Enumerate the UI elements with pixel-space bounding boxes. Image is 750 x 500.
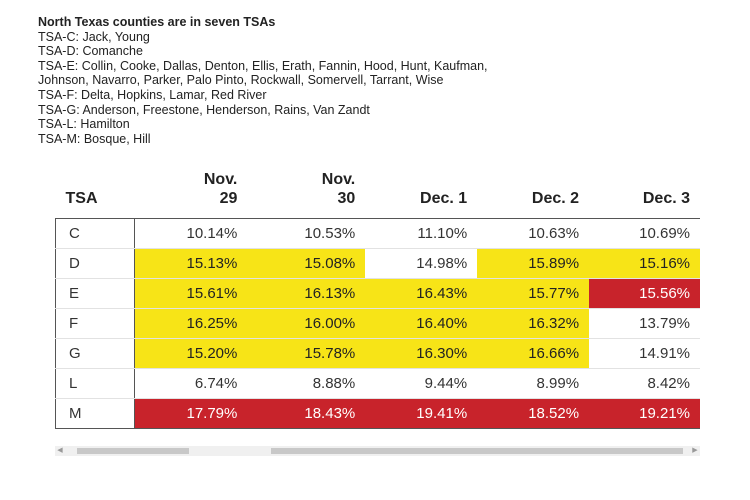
notes-line: TSA-E: Collin, Cooke, Dallas, Denton, El…: [38, 58, 488, 73]
notes-line: TSA-G: Anderson, Freestone, Henderson, R…: [38, 102, 370, 117]
header-row: TSA Nov. 29 Nov. 30 Dec. 1 Dec. 2 Dec. 3: [56, 170, 701, 219]
table-cell: 16.00%: [247, 308, 366, 339]
column-header-tsa: TSA: [65, 190, 98, 207]
table-cell: 16.30%: [365, 338, 478, 369]
tsa-table: TSA Nov. 29 Nov. 30 Dec. 1 Dec. 2 Dec. 3 C…: [55, 170, 700, 429]
table-cell: 14.98%: [365, 248, 478, 279]
table-row: C 10.14% 10.53% 11.10% 10.63% 10.69%: [55, 218, 700, 249]
notes-heading: North Texas counties are in seven TSAs: [38, 15, 276, 29]
row-tsa-label: E: [55, 278, 135, 309]
arrow-right-icon[interactable]: ▶: [692, 447, 698, 454]
table-cell: 15.16%: [589, 248, 700, 279]
table-cell: 19.21%: [589, 398, 700, 429]
scrollbar-track-segment[interactable]: [77, 448, 189, 454]
table-cell: 11.10%: [365, 218, 478, 249]
table-cell: 15.56%: [589, 278, 700, 309]
table-cell: 15.08%: [247, 248, 366, 279]
table-cell: 16.25%: [134, 308, 248, 339]
tsa-notes: North Texas counties are in seven TSAs T…: [38, 15, 488, 146]
notes-line: TSA-M: Bosque, Hill: [38, 131, 151, 146]
table-cell: 10.14%: [134, 218, 248, 249]
column-header-nov-29: Nov. 29: [203, 171, 238, 207]
table-cell: 18.43%: [247, 398, 366, 429]
table-cell: 10.53%: [247, 218, 366, 249]
table-row: L 6.74% 8.88% 9.44% 8.99% 8.42%: [55, 368, 700, 399]
table-cell: 15.61%: [134, 278, 248, 309]
table-row: F 16.25% 16.00% 16.40% 16.32% 13.79%: [55, 308, 700, 339]
column-header-dec-2: Dec. 2: [531, 190, 580, 207]
table-cell: 15.20%: [134, 338, 248, 369]
table-cell: 14.91%: [589, 338, 700, 369]
table-cell: 15.77%: [477, 278, 590, 309]
column-header-dec-1: Dec. 1: [420, 190, 468, 207]
table-cell: 17.79%: [134, 398, 248, 429]
table-cell: 15.13%: [134, 248, 248, 279]
table-body: C 10.14% 10.53% 11.10% 10.63% 10.69% D 15.13% 15…: [55, 218, 700, 429]
table-cell: 10.69%: [589, 218, 700, 249]
row-tsa-label: L: [55, 368, 135, 399]
table-cell: 16.40%: [365, 308, 478, 339]
table-row: G 15.20% 15.78% 16.30% 16.66% 14.91%: [55, 338, 700, 369]
table-cell: 13.79%: [589, 308, 700, 339]
row-tsa-label: G: [55, 338, 135, 369]
column-header-nov-30: Nov. 30: [321, 171, 356, 207]
row-tsa-label: F: [55, 308, 135, 339]
row-tsa-label: C: [55, 218, 135, 249]
row-tsa-label: M: [55, 398, 135, 429]
table-cell: 8.99%: [477, 368, 590, 399]
table-cell: 16.32%: [477, 308, 590, 339]
table-row: M 17.79% 18.43% 19.41% 18.52% 19.21%: [55, 398, 700, 429]
column-header-dec-3: Dec. 3: [642, 190, 690, 207]
notes-line: Johnson, Navarro, Parker, Palo Pinto, Ro…: [38, 73, 444, 88]
row-tsa-label: D: [55, 248, 135, 279]
scrollbar-thumb[interactable]: [271, 448, 683, 454]
horizontal-scrollbar[interactable]: ◀ ▶: [55, 446, 700, 456]
table-row: E 15.61% 16.13% 16.43% 15.77% 15.56%: [55, 278, 700, 309]
table-cell: 6.74%: [134, 368, 248, 399]
table-cell: 8.42%: [589, 368, 700, 399]
tsa-table-container: TSA Nov. 29 Nov. 30 Dec. 1 Dec. 2 Dec. 3 C…: [55, 170, 700, 429]
arrow-left-icon[interactable]: ◀: [57, 447, 63, 454]
table-cell: 9.44%: [365, 368, 478, 399]
table-cell: 15.89%: [477, 248, 590, 279]
table-cell: 15.78%: [247, 338, 366, 369]
table-cell: 18.52%: [477, 398, 590, 429]
table-cell: 19.41%: [365, 398, 478, 429]
notes-line: TSA-L: Hamilton: [38, 117, 130, 132]
notes-line: TSA-F: Delta, Hopkins, Lamar, Red River: [38, 87, 267, 102]
table-cell: 16.13%: [247, 278, 366, 309]
table-cell: 8.88%: [247, 368, 366, 399]
table-cell: 10.63%: [477, 218, 590, 249]
table-cell: 16.43%: [365, 278, 478, 309]
table-row: D 15.13% 15.08% 14.98% 15.89% 15.16%: [55, 248, 700, 279]
table-cell: 16.66%: [477, 338, 590, 369]
notes-line: TSA-C: Jack, Young: [38, 29, 150, 44]
notes-line: TSA-D: Comanche: [38, 44, 143, 59]
